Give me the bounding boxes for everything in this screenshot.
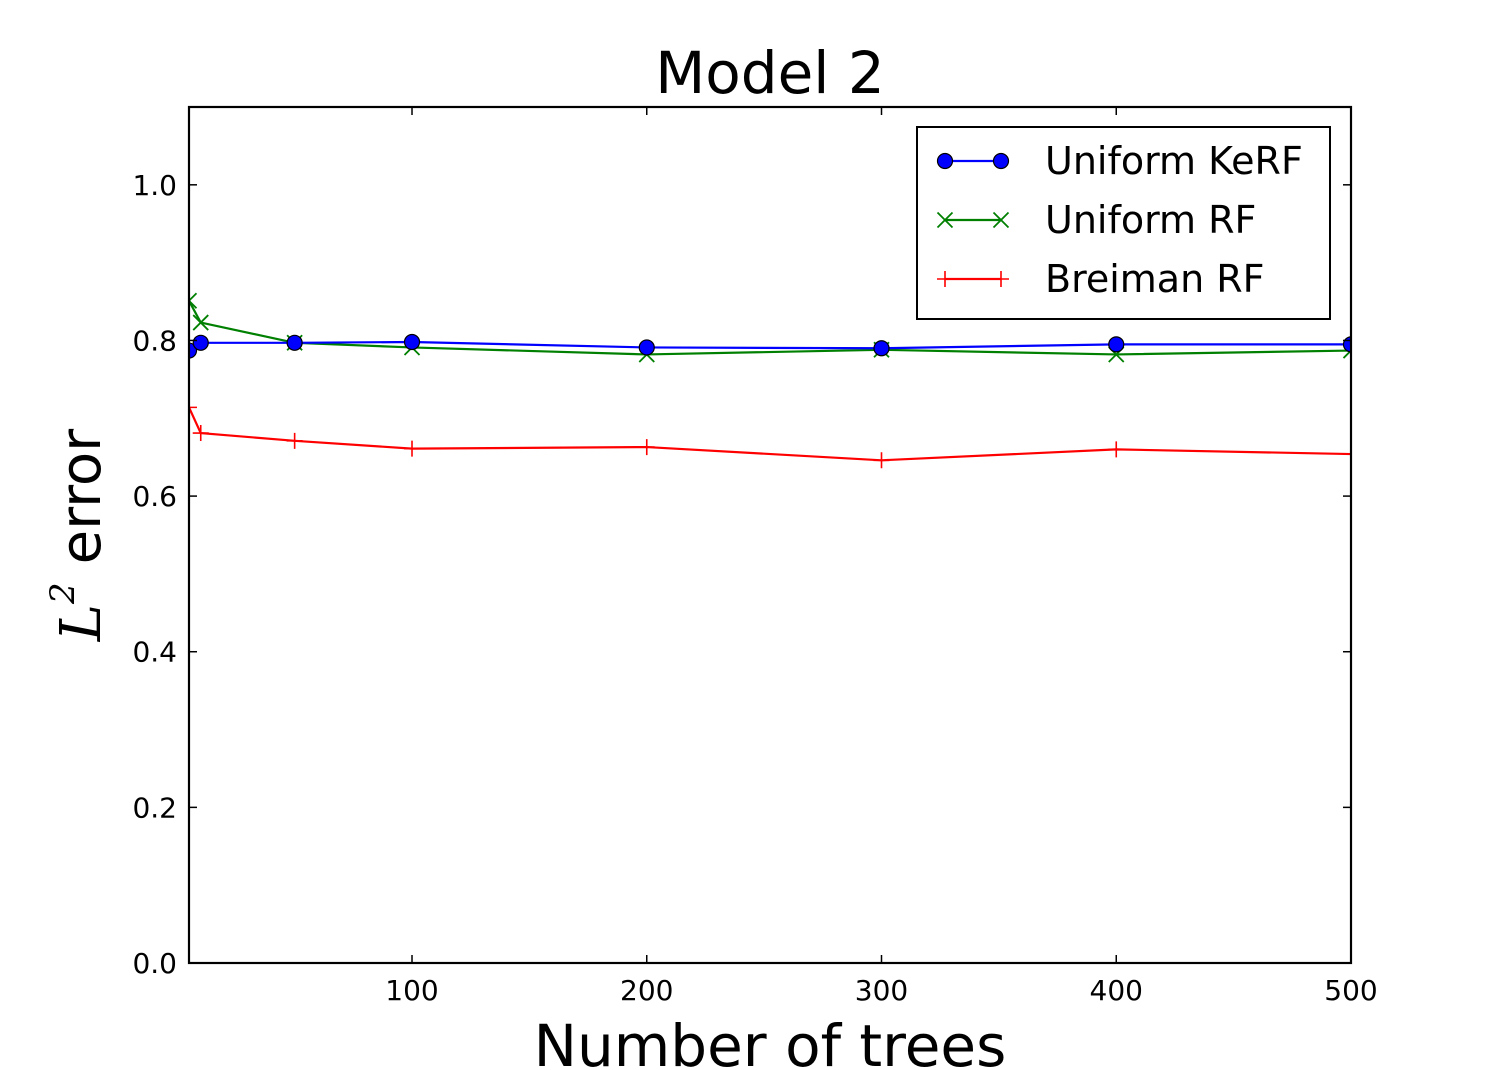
data-point (403, 333, 421, 351)
x-tick-label: 200 (620, 974, 673, 1007)
data-point (1108, 441, 1125, 458)
data-point (873, 452, 890, 469)
ticks-layer: 100 200 300 400 500 0.0 0.2 0.4 0.6 0.8 1.0 (132, 107, 1378, 1007)
series-layer (189, 292, 1351, 469)
legend-marker (936, 211, 954, 229)
data-point (1343, 446, 1351, 463)
data-point (189, 399, 197, 416)
legend-entry: Uniform RF (936, 198, 1256, 242)
series-line (189, 300, 1351, 356)
legend-label: Uniform KeRF (1045, 139, 1303, 183)
legend-entry: Uniform KeRF (936, 139, 1303, 183)
data-point (192, 314, 209, 331)
legend-marker (936, 152, 954, 170)
y-axis-label-math: L (49, 604, 114, 642)
legend-entries: Uniform KeRF Uniform RF Breiman RF (936, 139, 1303, 301)
chart-title: Model 2 (655, 39, 884, 107)
plot-frame (187, 105, 1353, 965)
legend-marker (937, 271, 953, 287)
data-point (638, 439, 655, 456)
legend-box (916, 126, 1331, 320)
legend-label: Uniform RF (1045, 198, 1256, 242)
y-axis-label-text: error (49, 428, 114, 565)
y-tick-label: 0.0 (132, 947, 177, 980)
data-point (404, 440, 421, 457)
series-breiman-rf (189, 399, 1351, 469)
x-tick-label: 400 (1090, 974, 1143, 1007)
data-point (286, 334, 303, 351)
legend-marker (992, 152, 1010, 170)
data-point (189, 292, 198, 309)
legend: Uniform KeRF Uniform RF Breiman RF (916, 126, 1331, 320)
legend-entry: Breiman RF (937, 257, 1265, 301)
svg-text:L2error: L2 error (43, 428, 114, 642)
data-point (192, 425, 209, 442)
x-tick-label: 300 (855, 974, 908, 1007)
series-uniform-kerf (189, 333, 1351, 359)
y-axis-label: L2 error (43, 428, 114, 642)
legend-marker (993, 271, 1009, 287)
y-axis-label-superscript: 2 (43, 582, 83, 605)
y-tick-label: 1.0 (132, 169, 177, 202)
data-point (286, 432, 303, 449)
x-tick-label: 100 (385, 974, 438, 1007)
legend-label: Breiman RF (1045, 257, 1265, 301)
y-tick-label: 0.4 (132, 636, 177, 669)
legend-marker (992, 211, 1010, 229)
data-point (873, 340, 890, 357)
y-tick-label: 0.6 (132, 480, 177, 513)
data-point (638, 339, 655, 356)
x-tick-label: 500 (1324, 974, 1377, 1007)
data-point (192, 334, 209, 351)
data-point (1108, 336, 1125, 353)
series-line (189, 406, 1351, 462)
y-tick-label: 0.8 (132, 324, 177, 357)
x-axis-label: Number of trees (534, 1012, 1007, 1070)
series-line (189, 340, 1351, 352)
y-tick-label: 0.2 (132, 791, 177, 824)
